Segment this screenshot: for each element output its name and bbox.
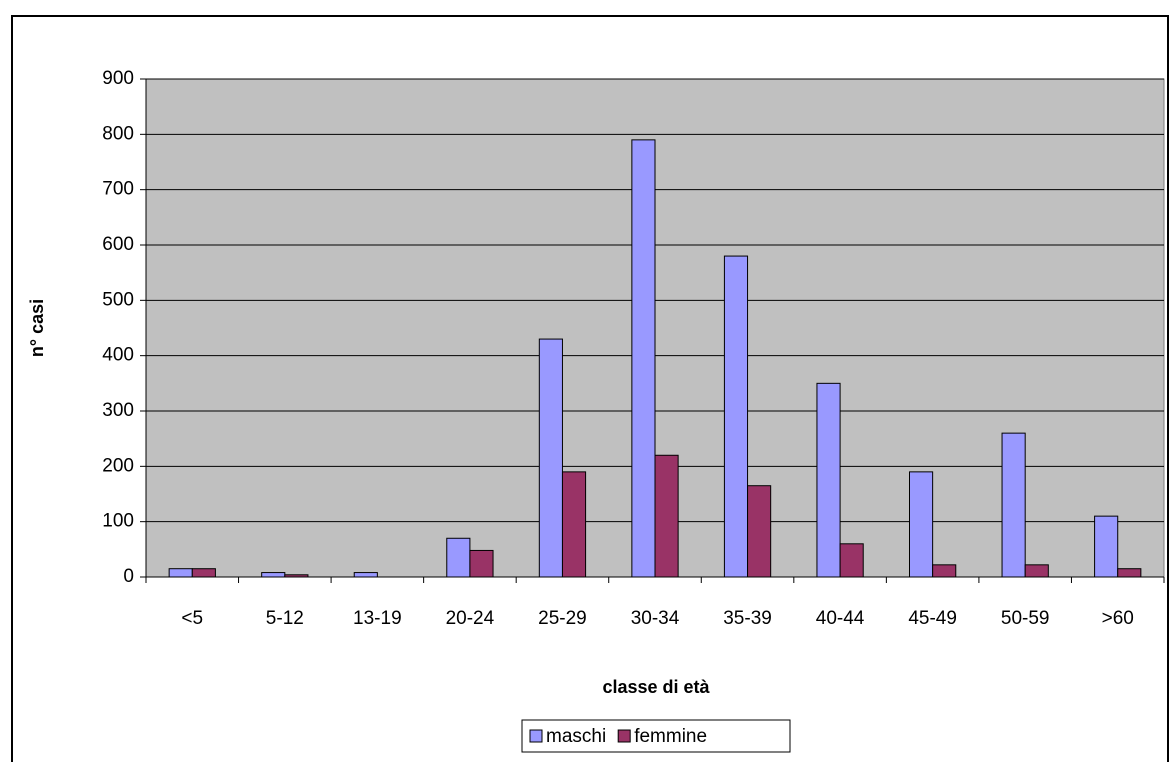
y-tick-label: 900 (102, 68, 134, 89)
bar (168, 568, 193, 578)
x-tick-label: 25-29 (538, 608, 587, 629)
legend-label: maschi (546, 726, 606, 747)
y-tick-label: 700 (102, 179, 134, 200)
y-tick-label: 400 (102, 345, 134, 366)
bar (538, 338, 563, 578)
bar (747, 485, 772, 578)
x-tick-label: 45-49 (908, 608, 957, 629)
x-tick-label: 13-19 (353, 608, 402, 629)
y-tick-label: 0 (123, 566, 134, 587)
bar (261, 572, 286, 578)
y-tick-label: 200 (102, 455, 134, 476)
y-tick-label: 100 (102, 511, 134, 532)
bar (1024, 564, 1049, 578)
x-tick-label: <5 (181, 608, 203, 629)
bar (469, 549, 494, 578)
bar (909, 471, 934, 578)
bar (191, 568, 216, 578)
x-tick-label: >60 (1102, 608, 1134, 629)
bar (932, 564, 957, 578)
y-axis-title: n° casi (27, 299, 47, 357)
bar (561, 471, 587, 578)
x-tick-label: 40-44 (816, 608, 865, 629)
bar (723, 255, 749, 578)
bar (839, 543, 864, 578)
x-tick-label: 20-24 (446, 608, 495, 629)
x-tick-label: 5-12 (266, 608, 304, 629)
legend-label: femmine (634, 726, 707, 747)
bar (654, 454, 679, 578)
bar (353, 572, 378, 578)
x-axis-title: classe di età (602, 677, 710, 697)
bar (1001, 432, 1026, 578)
bar (631, 139, 656, 578)
bar (1117, 568, 1142, 578)
y-tick-label: 300 (102, 400, 134, 421)
legend-swatch (617, 729, 631, 743)
y-tick-label: 800 (102, 123, 134, 144)
bar (1094, 515, 1119, 578)
bar (816, 382, 841, 578)
x-tick-label: 50-59 (1001, 608, 1050, 629)
x-tick-label: 30-34 (631, 608, 680, 629)
bar (284, 574, 309, 578)
legend-box (521, 719, 791, 753)
y-tick-label: 600 (102, 234, 134, 255)
x-tick-label: 35-39 (723, 608, 772, 629)
bar (446, 537, 471, 578)
y-tick-label: 500 (102, 289, 134, 310)
legend-swatch (529, 729, 543, 743)
